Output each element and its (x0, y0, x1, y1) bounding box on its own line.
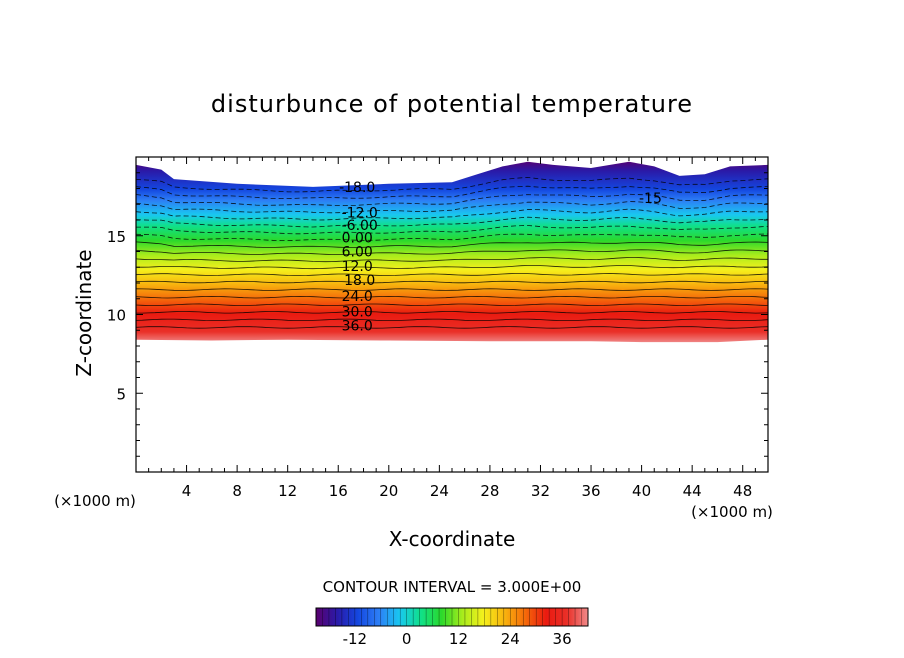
x-tick-label: 8 (232, 482, 242, 500)
contour-label: -18.0 (339, 180, 375, 196)
x-tick-label: 44 (683, 482, 702, 500)
contour-line (136, 303, 768, 306)
colorbar-tick-label: 36 (553, 630, 572, 648)
contour-label: 18.0 (344, 273, 375, 289)
x-tick-label: 48 (733, 482, 752, 500)
y-axis-ticks: 5 10 15 (107, 172, 768, 457)
contour-line (136, 265, 768, 270)
contour-line (136, 225, 768, 235)
contour-label: -12.0 (342, 205, 378, 221)
contour-line (136, 176, 768, 193)
contour-line (136, 208, 768, 221)
x-tick-label: 32 (531, 482, 550, 500)
y-tick-label: 15 (107, 228, 126, 246)
y-axis-label: Z-coordinate (72, 249, 96, 376)
field-fill (136, 161, 768, 343)
contour-label: 0.00 (342, 230, 373, 246)
x-axis-unit: (×1000 m) (54, 492, 136, 510)
contour-line (136, 201, 768, 214)
chart-title: disturbunce of potential temperature (211, 90, 693, 118)
x-tick-label: 28 (480, 482, 499, 500)
contour-line (136, 193, 768, 207)
colorbar: -12 0 12 24 36 (315, 607, 589, 648)
contour-label: -15 (639, 191, 662, 207)
x-tick-label: 16 (329, 482, 348, 500)
contour-line (136, 273, 768, 277)
contour-line (136, 216, 768, 228)
contour-line (136, 326, 768, 329)
contour-line (136, 257, 768, 263)
contour-line (136, 241, 768, 248)
colorbar-tick-label: 12 (449, 630, 468, 648)
contour-line (136, 185, 768, 200)
contour-interval-label: CONTOUR INTERVAL = 3.000E+00 (323, 578, 582, 596)
x-axis-label: X-coordinate (389, 527, 516, 551)
contour-line (136, 318, 768, 321)
x-axis-ticks: 4 8 12 16 20 24 28 32 36 40 44 48 (148, 157, 756, 500)
contour-line (136, 280, 768, 284)
contour-label: 30.0 (342, 305, 373, 321)
contour-line (136, 288, 768, 291)
contour-line (136, 249, 768, 255)
contour-lines (136, 176, 768, 329)
y-tick-label: 5 (116, 385, 126, 403)
x-tick-label: 24 (430, 482, 449, 500)
contour-label: -6.00 (342, 218, 378, 234)
colorbar-ticks: -12 0 12 24 36 (343, 630, 572, 648)
y-tick-label: 10 (107, 307, 126, 325)
x-tick-label: 4 (182, 482, 192, 500)
contour-line (136, 295, 768, 299)
contour-line (136, 311, 768, 314)
colorbar-tick-label: 24 (501, 630, 520, 648)
contour-line (136, 233, 768, 241)
x-tick-label: 40 (632, 482, 651, 500)
contour-label: 12.0 (342, 259, 373, 275)
z-axis-unit: (×1000 m) (691, 503, 773, 521)
colorbar-tick-label: -12 (343, 630, 368, 648)
x-tick-label: 12 (278, 482, 297, 500)
x-tick-label: 36 (581, 482, 600, 500)
colorbar-tick-label: 0 (402, 630, 412, 648)
contour-label: 6.00 (342, 245, 373, 261)
colorbar-segments (315, 608, 589, 626)
contour-label: 24.0 (342, 289, 373, 305)
x-tick-label: 20 (379, 482, 398, 500)
contour-field (136, 161, 768, 343)
contour-labels: -18.0 -12.0-6.000.006.0012.018.024.030.03… (339, 180, 662, 335)
contour-label: 36.0 (342, 319, 373, 335)
